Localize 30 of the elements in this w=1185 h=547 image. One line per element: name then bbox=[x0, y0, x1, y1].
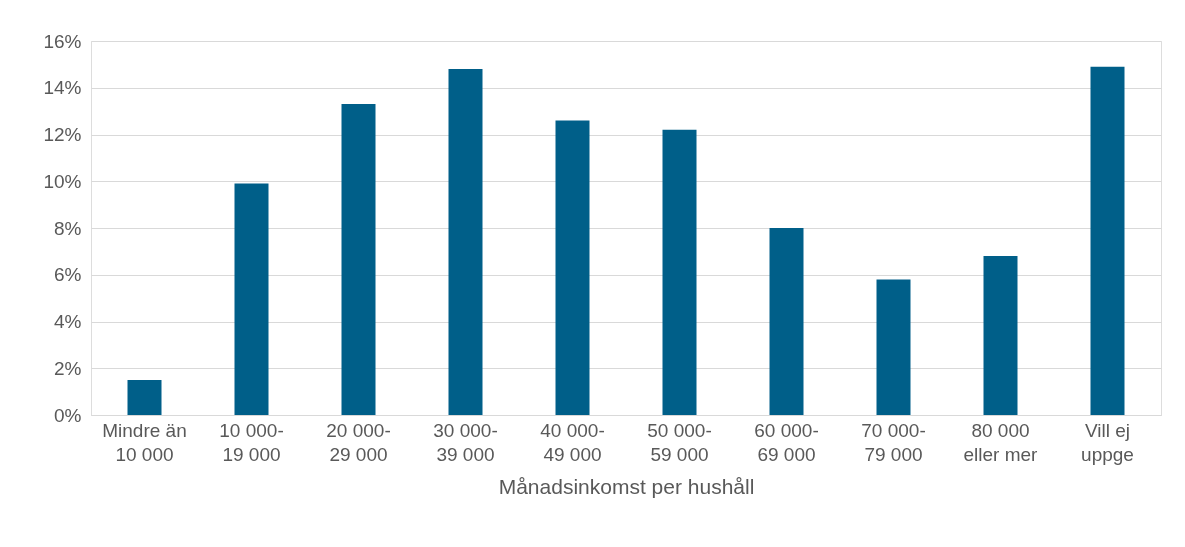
bar bbox=[127, 379, 162, 415]
y-tick-label: 16% bbox=[43, 30, 82, 52]
y-tick-label: 2% bbox=[54, 357, 82, 379]
bar bbox=[448, 69, 483, 415]
x-tick-label: Vill ej uppge bbox=[1081, 419, 1134, 465]
x-tick-label: 10 000- 19 000 bbox=[219, 419, 284, 465]
x-tick-label: 40 000- 49 000 bbox=[540, 419, 605, 465]
x-tick-label: 60 000- 69 000 bbox=[754, 419, 819, 465]
y-tick-label: 6% bbox=[54, 264, 82, 286]
y-tick-label: 10% bbox=[43, 170, 82, 192]
x-axis-title: Månadsinkomst per hushåll bbox=[498, 474, 755, 498]
y-tick-label: 8% bbox=[54, 217, 82, 239]
bar bbox=[769, 228, 804, 415]
x-tick-label: 20 000- 29 000 bbox=[326, 419, 391, 465]
bar bbox=[555, 120, 590, 415]
y-tick-label: 4% bbox=[54, 311, 82, 332]
bar bbox=[983, 256, 1018, 415]
x-tick-label: 70 000- 79 000 bbox=[861, 419, 926, 465]
x-tick-label: Mindre än 10 000 bbox=[102, 419, 187, 465]
bar bbox=[341, 104, 376, 415]
bar bbox=[876, 279, 911, 415]
y-tick-label: 14% bbox=[43, 77, 82, 99]
y-tick-label: 12% bbox=[43, 124, 82, 145]
x-tick-label: 50 000- 59 000 bbox=[647, 419, 712, 465]
bar bbox=[234, 183, 269, 415]
bar bbox=[1090, 66, 1125, 415]
x-tick-label: 30 000- 39 000 bbox=[433, 419, 498, 465]
x-tick-label: 80 000 eller mer bbox=[963, 419, 1039, 465]
y-tick-label: 0% bbox=[54, 404, 82, 426]
bar bbox=[662, 129, 697, 415]
